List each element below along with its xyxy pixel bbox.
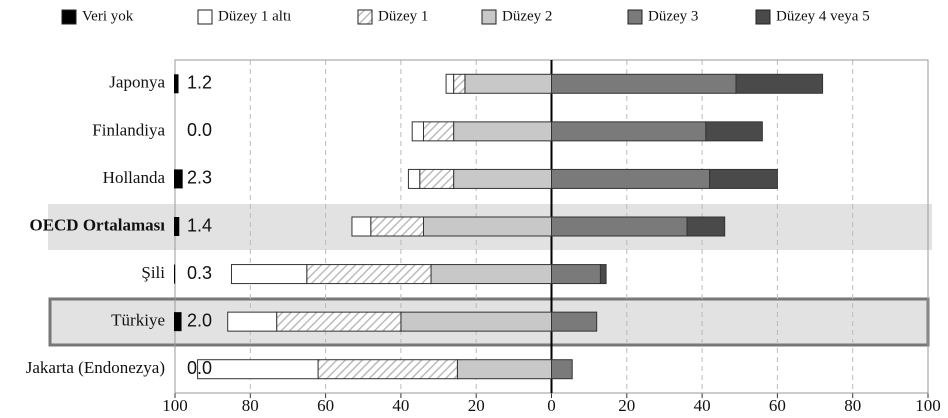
legend-label: Düzey 2 [502,8,552,24]
bar-segment [686,216,726,237]
bar-segment [351,216,372,237]
x-tick-label: 20 [468,396,485,415]
bar-segment [400,311,552,332]
bar-segment [551,264,601,285]
value-label: 1.2 [187,73,212,93]
bar-segment [551,359,573,380]
legend-swatch [197,9,213,25]
bar-segment [227,311,278,332]
bar-segment [276,311,402,332]
legend-swatch [61,9,77,25]
category-label: Jakarta (Endonezya) [26,358,165,377]
bar-segment [551,121,707,142]
value-label: 2.3 [187,168,212,188]
bar-segment [445,73,455,94]
value-label: 1.4 [187,215,212,235]
value-label: 0.0 [187,358,212,378]
bar-segment [551,216,688,237]
bar-segment [197,359,319,380]
bar-segment [551,311,598,332]
x-tick-label: 60 [317,396,334,415]
bar-segment [705,121,763,142]
bar-segment [317,359,458,380]
category-label: Türkiye [111,311,165,330]
bar-segment [709,168,778,189]
bar-segment [453,73,466,94]
missing-bar [174,169,183,189]
category-label: OECD Ortalaması [29,215,165,234]
missing-bar [174,312,182,332]
legend-swatch [627,9,643,25]
x-tick-label: 0 [547,396,556,415]
legend-swatch [481,9,497,25]
bar-segment [306,264,432,285]
legend-label: Düzey 1 altı [218,8,291,24]
missing-bar [174,74,179,94]
bar-segment [411,121,424,142]
bar-segment [551,73,737,94]
x-tick-label: 60 [769,396,786,415]
bar-segment [430,264,552,285]
bar-segment [551,168,711,189]
missing-bar [174,217,180,236]
missing-bar [174,264,176,284]
bar-segment [453,121,552,142]
value-label: 0.3 [187,263,212,283]
category-label: Finlandiya [92,120,165,139]
bar-segment [407,168,421,189]
category-label: Şili [141,263,165,282]
value-label: 2.0 [187,310,212,330]
bar-segment [422,216,552,237]
bar-segment [230,264,308,285]
legend-label: Düzey 1 [378,8,428,24]
x-tick-label: 100 [915,396,941,415]
category-label: Japonya [109,73,165,92]
legend-label: Düzey 4 veya 5 [776,8,870,24]
x-tick-label: 40 [694,396,711,415]
x-tick-label: 100 [162,396,188,415]
legend-label: Veri yok [82,8,134,24]
bar-segment [422,121,455,142]
x-tick-label: 80 [844,396,861,415]
legend-swatch [357,9,373,25]
bar-segment [419,168,455,189]
bar-segment [735,73,824,94]
legend-label: Düzey 3 [648,8,698,24]
x-tick-label: 80 [242,396,259,415]
bar-segment [453,168,552,189]
x-tick-label: 20 [618,396,635,415]
bar-segment [464,73,552,94]
bar-segment [456,359,552,380]
x-tick-label: 40 [392,396,409,415]
legend-swatch [755,9,771,25]
category-label: Hollanda [103,168,166,187]
bar-segment [599,264,607,285]
bar-segment [370,216,424,237]
value-label: 0.0 [187,120,212,140]
